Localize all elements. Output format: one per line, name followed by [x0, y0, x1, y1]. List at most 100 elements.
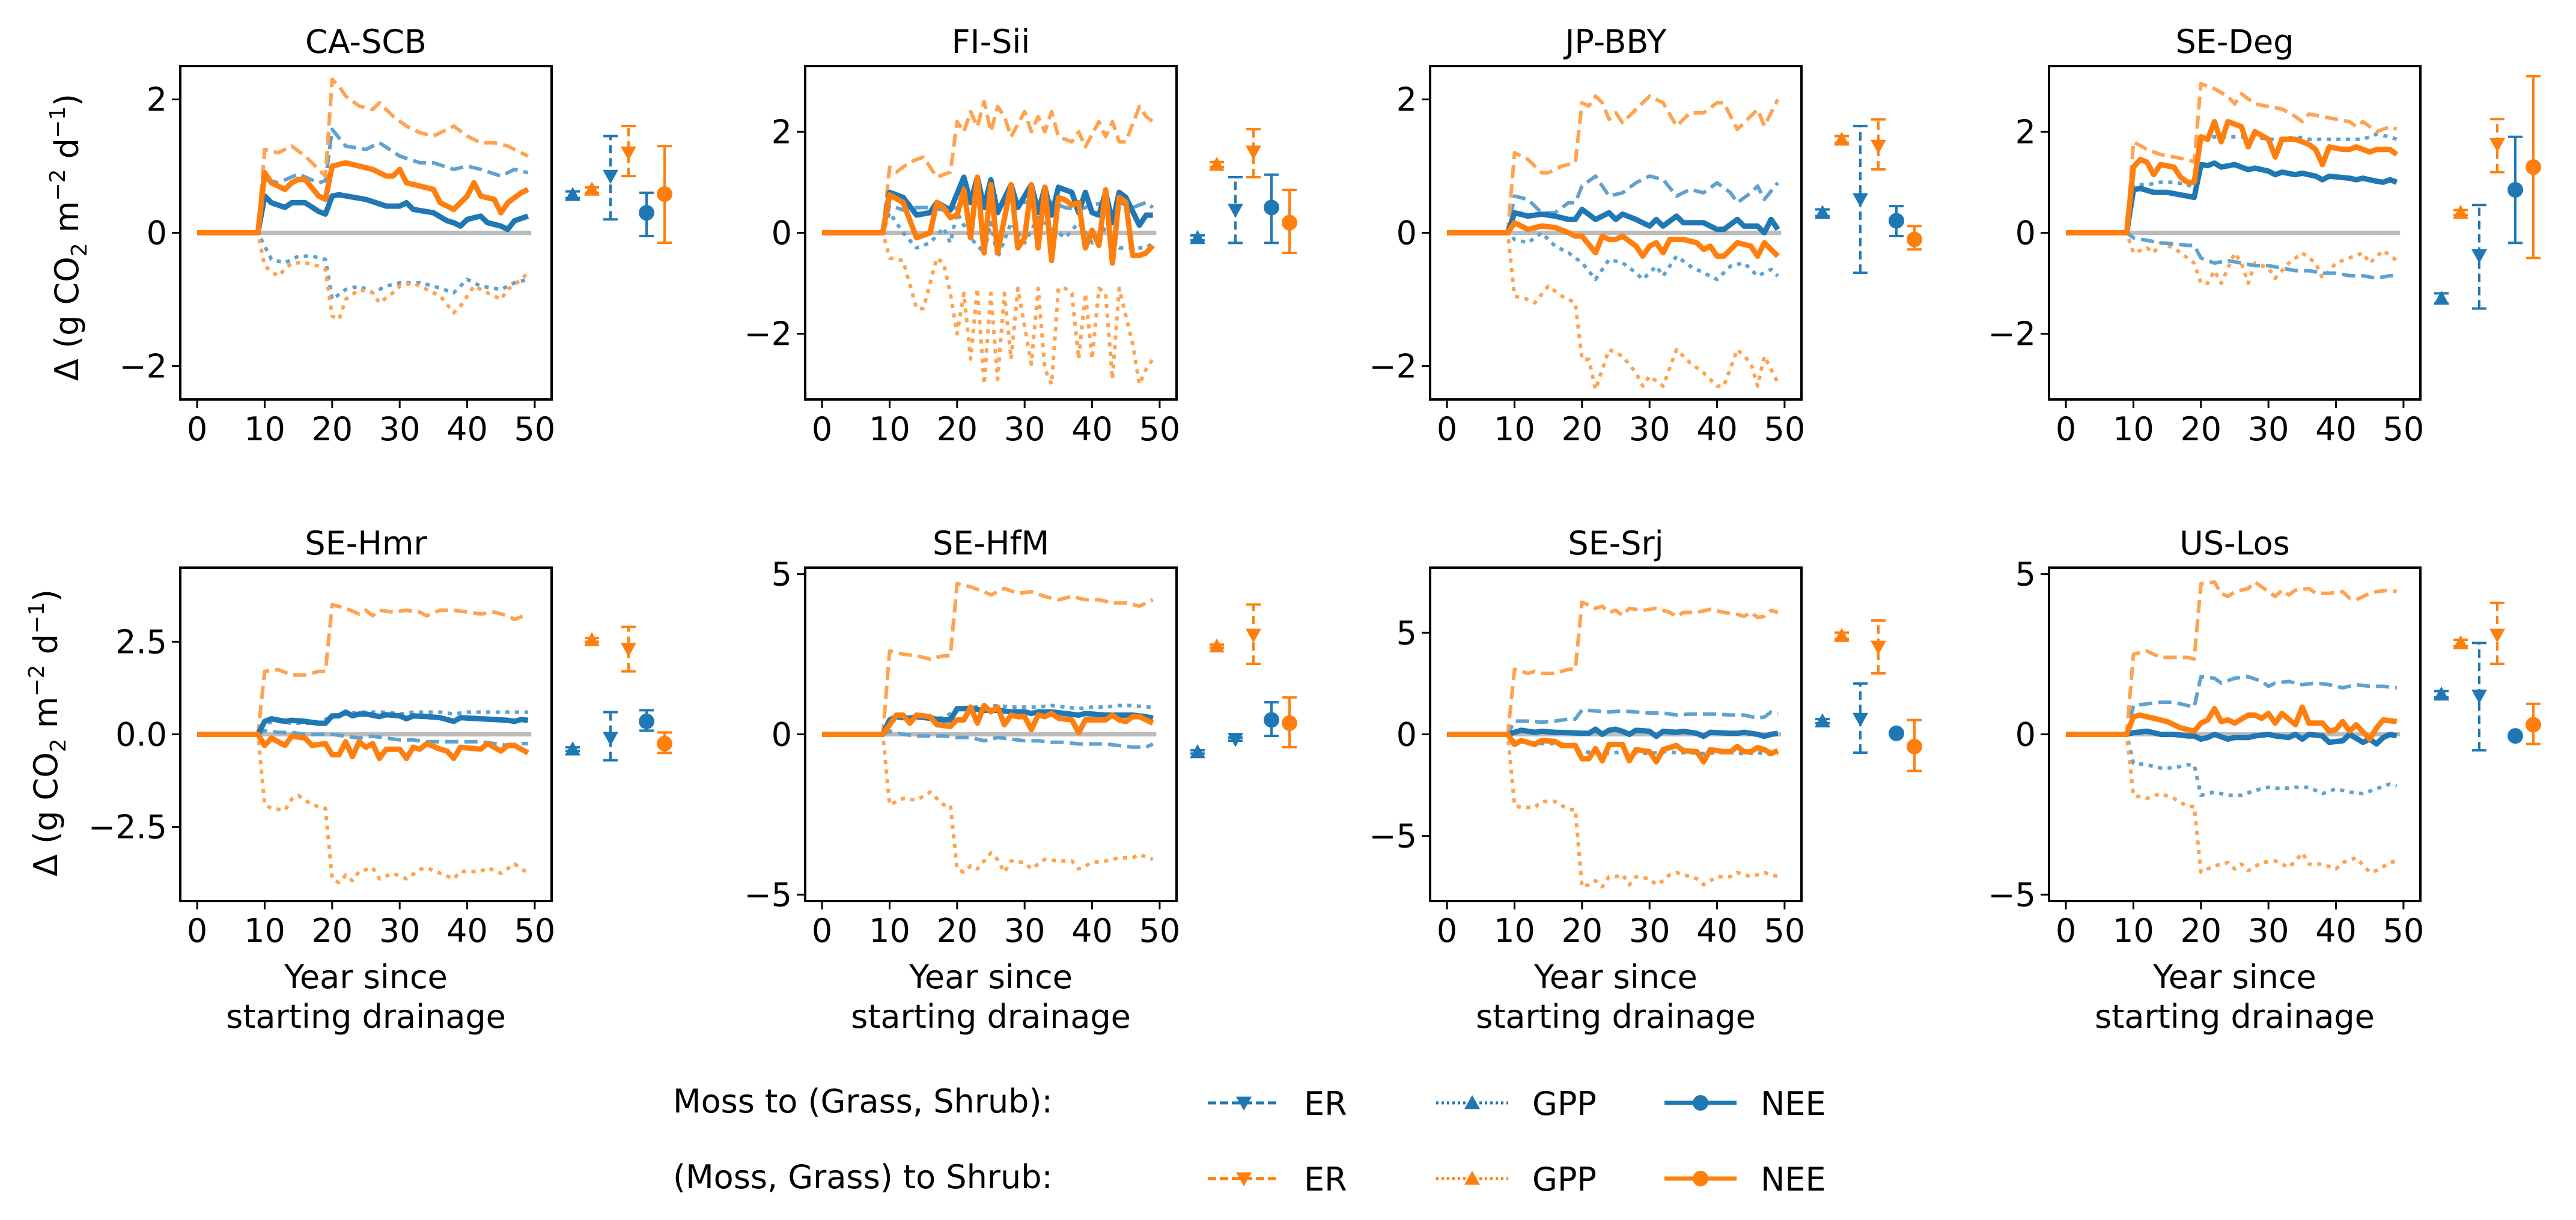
series-blue-er: [1447, 708, 1779, 736]
plot-area: [1447, 600, 1782, 889]
x-tick-label: 20: [311, 912, 353, 950]
y-tick-label: 5: [772, 556, 792, 593]
marker-blue-nee: [639, 205, 654, 221]
x-tick-label: 0: [2056, 410, 2076, 448]
x-tick-label: 40: [446, 912, 488, 950]
legend-label: NEE: [1761, 1085, 1826, 1123]
x-tick-label: 0: [2056, 912, 2076, 950]
series-blue-er: [2066, 675, 2398, 736]
y-tick-label: −2: [119, 348, 167, 386]
summary-markers: [565, 625, 672, 762]
marker-blue-gpp: [1190, 744, 1205, 759]
series-orange-er: [197, 77, 529, 235]
x-tick-label: 30: [379, 912, 421, 950]
series-orange-nee: [1447, 220, 1780, 259]
legend-marker-icon: [1236, 1096, 1252, 1111]
summary-markers: [2434, 601, 2541, 752]
panel-title: CA-SCB: [305, 23, 427, 61]
marker-blue-nee: [639, 713, 654, 729]
y-tick-label: 0: [1396, 214, 1417, 252]
marker-blue-er: [1228, 204, 1243, 218]
y-tick-label: −5: [1988, 876, 2036, 914]
plot-area: [2066, 580, 2401, 874]
panel-us-los: US-Los 0 10 20 30 40 50 −5 0 5 Year sincestarting …: [1988, 524, 2541, 1036]
x-tick-label: 10: [244, 912, 285, 950]
y-tick-label: 0: [772, 716, 792, 754]
x-tick-label: 30: [2248, 410, 2289, 448]
y-tick-label: 2: [2015, 113, 2036, 151]
legend-marker-icon: [1236, 1172, 1252, 1186]
marker-orange-er: [621, 146, 636, 161]
x-tick-label: 50: [2383, 912, 2425, 950]
x-tick-label: 30: [1629, 410, 1670, 448]
summary-markers: [1190, 603, 1297, 759]
series-orange-nee: [822, 703, 1154, 737]
series-blue-er: [1447, 174, 1780, 235]
marker-orange-gpp: [1834, 628, 1850, 642]
series-blue-gpp: [2066, 732, 2398, 797]
x-tick-label: 10: [1494, 410, 1535, 448]
plot-area: [822, 99, 1157, 386]
x-axis-label: starting drainage: [1476, 998, 1756, 1036]
x-tick-label: 20: [1561, 912, 1603, 950]
summary-markers: [565, 124, 672, 244]
marker-blue-er: [603, 169, 618, 184]
x-tick-label: 40: [1071, 912, 1113, 950]
x-tick-label: 50: [514, 410, 556, 448]
y-axis-labels: Δ (g CO2 m−2 d−1) Δ (g CO2 m−2 d−1): [25, 94, 92, 876]
x-tick-label: 0: [1437, 912, 1457, 950]
x-tick-label: 10: [1494, 912, 1535, 950]
marker-orange-er: [2489, 628, 2505, 643]
panel-se-deg: SE-Deg 0 10 20 30 40 50 −2 0 2: [1988, 23, 2541, 448]
x-tick-label: 10: [2113, 410, 2154, 448]
x-tick-label: 40: [2315, 912, 2357, 950]
panel-se-hmr: SE-Hmr 0 10 20 30 40 50 −2.5 0.0 2.5 Year sincesta…: [88, 524, 672, 1036]
marker-blue-nee: [1264, 199, 1279, 216]
x-tick-label: 30: [1004, 410, 1046, 448]
series-orange-nee: [197, 732, 529, 762]
panel-title: SE-Deg: [2176, 23, 2294, 61]
x-axis-label: Year since: [1533, 958, 1698, 996]
legend-entry-1-er: ER: [1208, 1161, 1347, 1198]
y-tick-label: −2: [744, 315, 792, 353]
marker-orange-nee: [1907, 738, 1922, 754]
marker-orange-gpp: [584, 181, 600, 196]
y-tick-label: −2: [1369, 348, 1417, 386]
x-tick-label: 20: [936, 410, 978, 448]
series-blue-nee: [197, 709, 529, 737]
series-orange-gpp: [1447, 732, 1779, 889]
x-tick-label: 10: [869, 410, 910, 448]
series-orange-gpp: [197, 732, 529, 885]
marker-orange-er: [1871, 640, 1886, 655]
legend-entry-0-er: ER: [1208, 1085, 1347, 1123]
y-tick-label: 0.0: [115, 716, 167, 754]
x-axis-label: Year since: [909, 958, 1073, 996]
legend-label: ER: [1304, 1085, 1347, 1123]
series-orange-gpp: [822, 231, 1155, 386]
series-orange-er: [1447, 94, 1780, 235]
marker-orange-nee: [657, 735, 672, 751]
x-tick-label: 50: [514, 912, 556, 950]
marker-blue-gpp: [2434, 290, 2449, 305]
marker-orange-nee: [1282, 214, 1297, 231]
x-tick-label: 50: [1139, 912, 1181, 950]
x-tick-label: 40: [1696, 410, 1738, 448]
marker-orange-nee: [1282, 715, 1297, 731]
x-tick-label: 10: [244, 410, 285, 448]
x-tick-label: 0: [1437, 410, 1457, 448]
marker-orange-nee: [1907, 231, 1922, 247]
marker-orange-gpp: [2453, 635, 2468, 649]
panel-title: SE-Srj: [1568, 524, 1663, 562]
marker-orange-gpp: [584, 632, 600, 646]
legend-label: ER: [1304, 1161, 1347, 1198]
y-tick-label: −5: [1369, 818, 1417, 855]
panel-title: FI-Sii: [952, 23, 1031, 61]
panel-title: JP-BBY: [1564, 23, 1667, 61]
panel-se-hfm: SE-HfM 0 10 20 30 40 50 −5 0 5 Year sincestarting …: [744, 524, 1297, 1036]
x-tick-label: 30: [2248, 912, 2289, 950]
marker-orange-gpp: [1209, 156, 1225, 171]
marker-blue-gpp: [1190, 229, 1205, 244]
series-orange-er: [2066, 82, 2398, 235]
marker-blue-er: [2471, 249, 2487, 264]
